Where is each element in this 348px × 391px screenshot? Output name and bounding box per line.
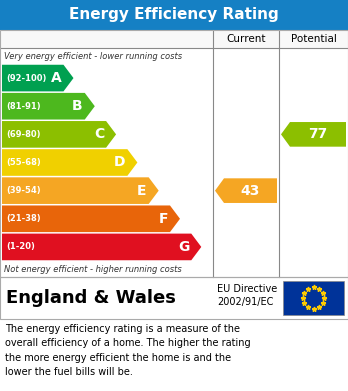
Bar xyxy=(0,277,348,319)
Text: E: E xyxy=(137,184,147,197)
Text: (81-91): (81-91) xyxy=(6,102,41,111)
Polygon shape xyxy=(2,205,180,232)
Text: 77: 77 xyxy=(308,127,327,142)
Polygon shape xyxy=(2,121,116,148)
Polygon shape xyxy=(2,178,159,204)
Text: F: F xyxy=(158,212,168,226)
Text: (39-54): (39-54) xyxy=(6,186,41,195)
Bar xyxy=(0,30,348,277)
Bar xyxy=(0,30,348,48)
Text: The energy efficiency rating is a measure of the
overall efficiency of a home. T: The energy efficiency rating is a measur… xyxy=(5,324,251,377)
Text: C: C xyxy=(94,127,104,142)
Text: (92-100): (92-100) xyxy=(6,74,46,83)
Text: G: G xyxy=(178,240,189,254)
Polygon shape xyxy=(215,178,277,203)
Text: EU Directive
2002/91/EC: EU Directive 2002/91/EC xyxy=(217,284,277,307)
Text: 43: 43 xyxy=(241,184,260,197)
Text: (69-80): (69-80) xyxy=(6,130,40,139)
Polygon shape xyxy=(2,233,201,260)
Polygon shape xyxy=(2,65,73,91)
Text: Not energy efficient - higher running costs: Not energy efficient - higher running co… xyxy=(4,265,182,274)
Text: B: B xyxy=(72,99,83,113)
Bar xyxy=(0,0,348,30)
Text: Current: Current xyxy=(226,34,266,44)
Text: (1-20): (1-20) xyxy=(6,242,35,251)
Polygon shape xyxy=(2,93,95,120)
Text: (21-38): (21-38) xyxy=(6,214,41,223)
Text: England & Wales: England & Wales xyxy=(6,289,176,307)
Polygon shape xyxy=(2,149,137,176)
Text: Very energy efficient - lower running costs: Very energy efficient - lower running co… xyxy=(4,52,182,61)
Text: D: D xyxy=(114,156,125,170)
Polygon shape xyxy=(281,122,346,147)
Text: A: A xyxy=(51,71,62,85)
Bar xyxy=(283,281,344,315)
Text: (55-68): (55-68) xyxy=(6,158,41,167)
Text: Energy Efficiency Rating: Energy Efficiency Rating xyxy=(69,7,279,23)
Text: Potential: Potential xyxy=(291,34,337,44)
